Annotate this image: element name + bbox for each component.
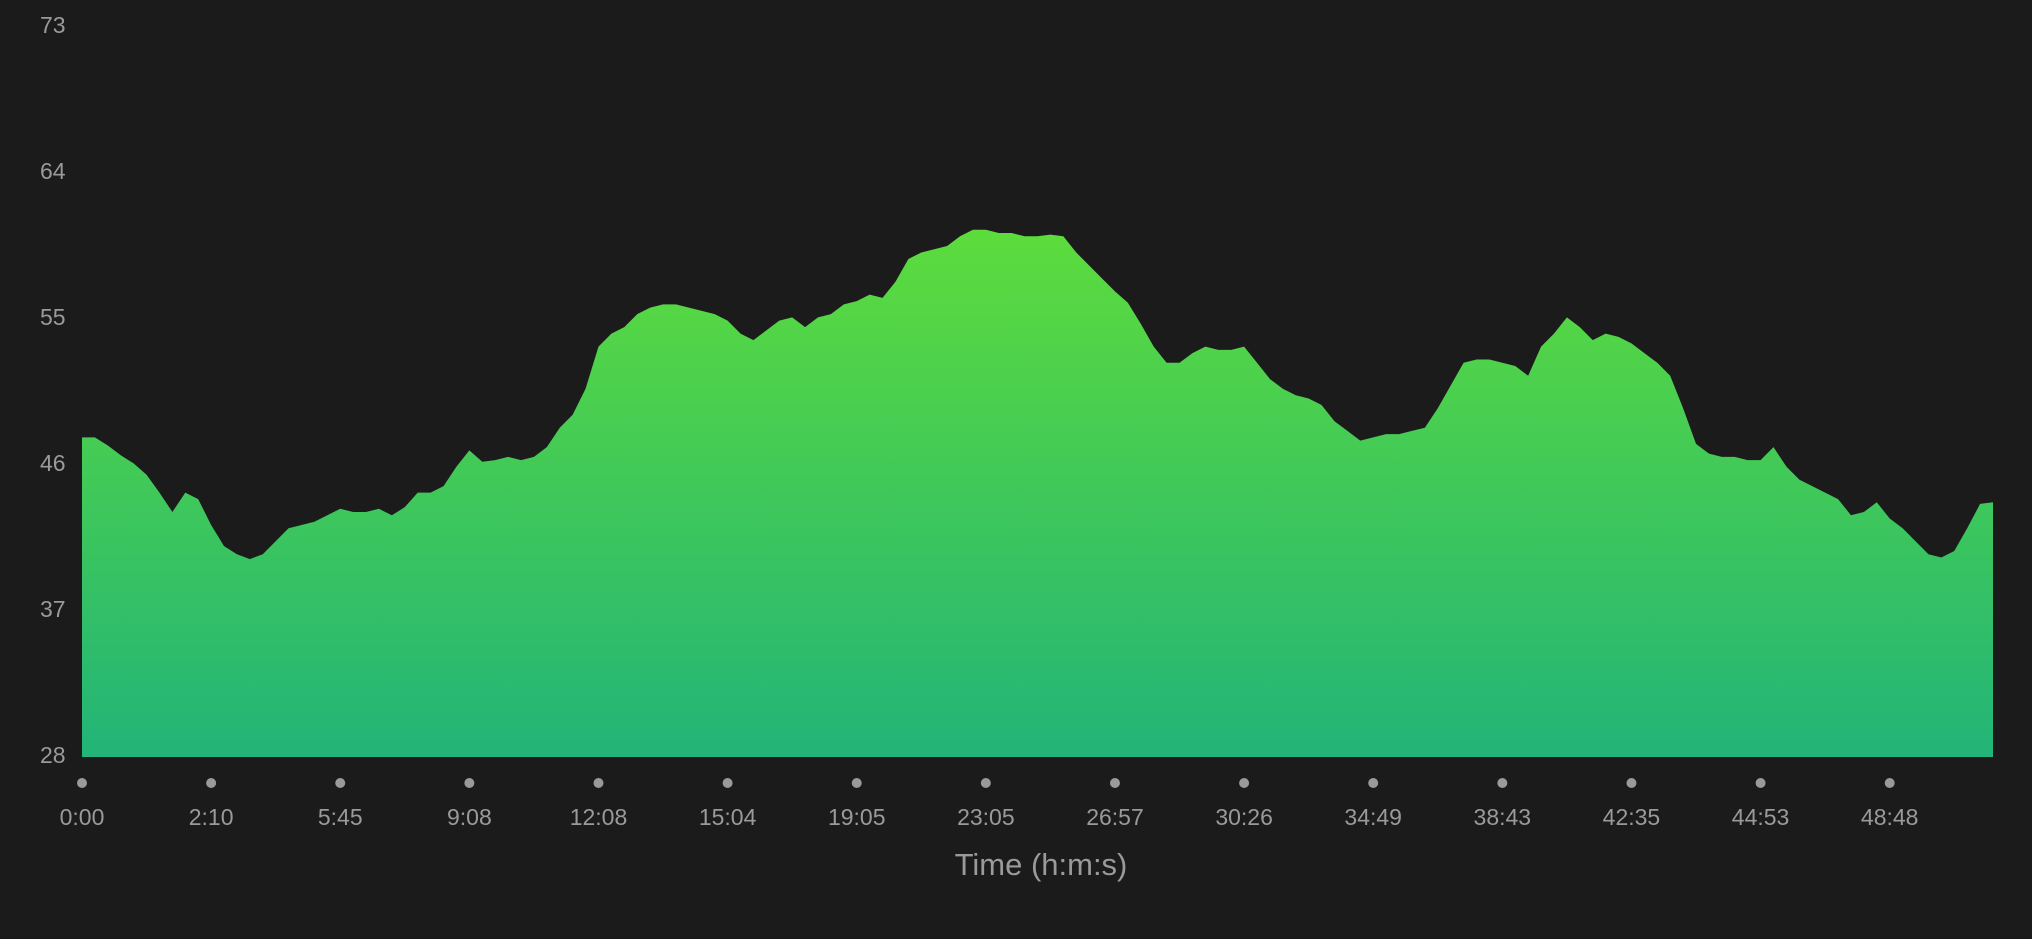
y-tick-label: 64 (40, 158, 66, 184)
x-tick-mark (206, 778, 217, 788)
x-tick-mark (722, 778, 733, 788)
x-tick-label: 2:10 (189, 804, 234, 830)
x-tick-mark (980, 778, 991, 788)
x-tick-mark (464, 778, 475, 788)
y-tick-label: 55 (40, 304, 66, 330)
x-tick-mark (1368, 778, 1379, 788)
x-tick-mark (1755, 778, 1766, 788)
x-tick-label: 0:00 (60, 804, 105, 830)
y-tick-label: 46 (40, 450, 66, 476)
x-axis-title: Time (h:m:s) (955, 847, 1128, 882)
x-tick-label: 23:05 (957, 804, 1015, 830)
x-tick-mark (1626, 778, 1637, 788)
y-tick-label: 28 (40, 742, 66, 768)
x-tick-label: 38:43 (1474, 804, 1532, 830)
x-tick-label: 26:57 (1086, 804, 1144, 830)
x-tick-label: 15:04 (699, 804, 757, 830)
x-tick-mark (1239, 778, 1250, 788)
y-tick-label: 37 (40, 596, 66, 622)
x-tick-label: 9:08 (447, 804, 492, 830)
x-tick-label: 5:45 (318, 804, 363, 830)
x-tick-mark (1109, 778, 1120, 788)
x-tick-label: 48:48 (1861, 804, 1919, 830)
x-tick-label: 30:26 (1215, 804, 1273, 830)
x-tick-mark (1497, 778, 1508, 788)
x-tick-label: 42:35 (1603, 804, 1661, 830)
area (82, 229, 1993, 757)
x-tick-mark (851, 778, 862, 788)
x-tick-mark (593, 778, 604, 788)
x-tick-mark (335, 778, 346, 788)
x-tick-label: 19:05 (828, 804, 886, 830)
x-tick-label: 12:08 (570, 804, 628, 830)
x-tick-label: 34:49 (1344, 804, 1402, 830)
x-tick-mark (77, 778, 87, 788)
x-tick-label: 44:53 (1732, 804, 1790, 830)
y-tick-label: 73 (40, 12, 66, 38)
x-tick-mark (1884, 778, 1895, 788)
